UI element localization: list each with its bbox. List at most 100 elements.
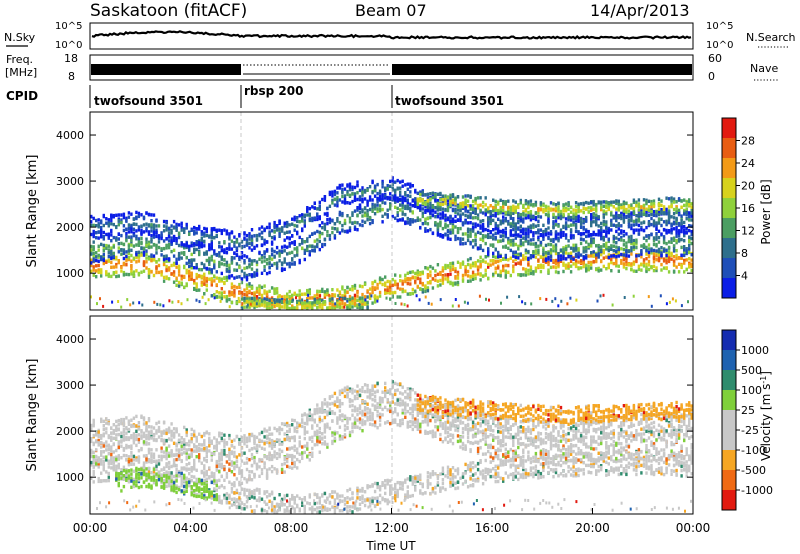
- heatmap-cell: [100, 221, 103, 225]
- heatmap-cell: [363, 282, 367, 286]
- heatmap-cell: [514, 242, 517, 247]
- heatmap-cell: [461, 204, 465, 209]
- heatmap-cell: [549, 250, 553, 254]
- heatmap-cell: [288, 264, 291, 269]
- heatmap-cell: [238, 233, 241, 237]
- heatmap-cell: [167, 234, 171, 238]
- heatmap-cell: [605, 255, 608, 259]
- heatmap-cell: [532, 254, 535, 259]
- heatmap-cell: [92, 251, 95, 255]
- heatmap-cell: [318, 300, 321, 304]
- heatmap-cell: [507, 219, 510, 224]
- heatmap-cell: [549, 238, 553, 242]
- heatmap-cell: [622, 201, 626, 206]
- heatmap-cell: [680, 222, 683, 226]
- heatmap-cell: [137, 240, 141, 244]
- heatmap-cell: [499, 239, 502, 243]
- heatmap-cell: [459, 216, 462, 221]
- heatmap-cell: [273, 220, 276, 225]
- heatmap-cell: [292, 298, 294, 302]
- heatmap-cell: [471, 204, 475, 208]
- heatmap-cell: [183, 265, 186, 270]
- heatmap-cell: [620, 247, 623, 251]
- heatmap-cell: [574, 261, 578, 265]
- heatmap-cell: [504, 244, 507, 248]
- heatmap-cell: [514, 200, 517, 204]
- heatmap-cell: [494, 203, 497, 208]
- heatmap-cell: [662, 237, 666, 241]
- heatmap-cell: [509, 232, 512, 236]
- heatmap-cell: [286, 302, 289, 307]
- heatmap-cell: [451, 200, 455, 205]
- heatmap-cell: [218, 485, 221, 490]
- heatmap-cell: [675, 222, 678, 226]
- heatmap-cell: [421, 214, 424, 219]
- heatmap-cell: [248, 282, 251, 286]
- heatmap-cell: [280, 261, 284, 265]
- heatmap-cell: [316, 229, 319, 234]
- heatmap-cell: [112, 464, 115, 468]
- heatmap-cell: [685, 249, 688, 253]
- heatmap-cell: [494, 231, 497, 236]
- heatmap-cell: [492, 251, 495, 256]
- heatmap-cell: [671, 297, 674, 301]
- heatmap-cell: [130, 259, 133, 263]
- heatmap-cell: [293, 228, 296, 232]
- heatmap-cell: [105, 273, 108, 277]
- heatmap-cell: [394, 216, 397, 220]
- heatmap-cell: [532, 250, 535, 254]
- heatmap-cell: [135, 456, 138, 460]
- heatmap-cell: [529, 210, 533, 214]
- heatmap-cell: [353, 192, 357, 196]
- heatmap-cell: [165, 264, 168, 269]
- heatmap-cell: [280, 245, 284, 249]
- heatmap-cell: [353, 283, 357, 288]
- heatmap-cell: [246, 303, 249, 307]
- heatmap-cell: [605, 267, 608, 271]
- heatmap-cell: [334, 302, 337, 306]
- heatmap-cell: [542, 252, 545, 257]
- freq-bar-segment-1: [91, 64, 241, 75]
- heatmap-cell: [672, 238, 676, 242]
- heatmap-cell: [446, 224, 450, 228]
- heatmap-cell: [574, 264, 578, 269]
- heatmap-cell: [225, 298, 229, 302]
- heatmap-cell: [406, 304, 409, 308]
- heatmap-cell: [95, 269, 98, 273]
- heatmap-cell: [476, 268, 480, 272]
- heatmap-cell: [223, 262, 226, 267]
- heatmap-cell: [147, 271, 151, 275]
- heatmap-cell: [574, 205, 578, 209]
- heatmap-cell: [378, 194, 382, 199]
- heatmap-cell: [429, 227, 432, 232]
- heatmap-cell: [620, 214, 623, 218]
- heatmap-cell: [537, 248, 540, 252]
- heatmap-cell: [145, 240, 148, 245]
- heatmap-cell: [494, 207, 497, 211]
- heatmap-cell: [260, 296, 264, 300]
- heatmap-cell: [612, 240, 615, 244]
- heatmap-cell: [263, 291, 266, 295]
- heatmap-cell: [595, 232, 598, 237]
- heatmap-cell: [411, 184, 414, 188]
- heatmap-cell: [195, 263, 198, 267]
- heatmap-cell: [240, 280, 244, 285]
- heatmap-cell: [160, 273, 163, 277]
- heatmap-cell: [577, 267, 580, 271]
- heatmap-cell: [391, 182, 394, 187]
- heatmap-cell: [587, 268, 590, 272]
- heatmap-cell: [391, 277, 394, 282]
- heatmap-cell: [273, 237, 276, 241]
- heatmap-cell: [240, 269, 244, 273]
- heatmap-cell: [675, 207, 678, 211]
- heatmap-cell: [401, 218, 404, 222]
- heatmap-cell: [218, 264, 221, 269]
- heatmap-cell: [356, 298, 359, 302]
- heatmap-cell: [652, 260, 656, 264]
- heatmap-cell: [210, 294, 213, 298]
- heatmap-cell: [238, 265, 241, 270]
- heatmap-cell: [494, 211, 497, 215]
- heatmap-cell: [474, 201, 477, 205]
- heatmap-cell: [348, 185, 352, 189]
- heatmap-cell: [645, 201, 648, 206]
